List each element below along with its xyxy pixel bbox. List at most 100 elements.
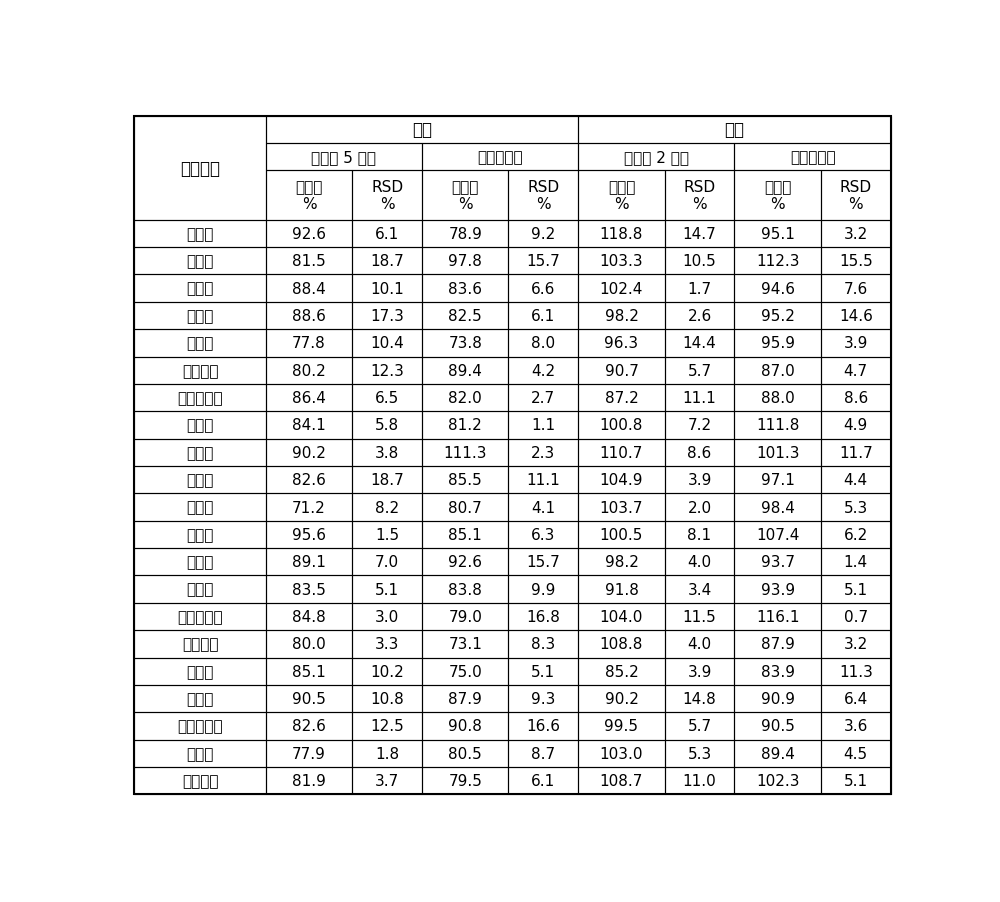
- Bar: [266, 248, 352, 275]
- Text: 84.1: 84.1: [292, 418, 326, 433]
- Text: 95.9: 95.9: [761, 336, 795, 351]
- Bar: [734, 767, 821, 795]
- Text: 实施例 5 方法: 实施例 5 方法: [311, 150, 376, 165]
- Text: 111.3: 111.3: [443, 446, 487, 460]
- Text: 7.2: 7.2: [687, 418, 712, 433]
- Text: 78.9: 78.9: [448, 226, 482, 242]
- Bar: [665, 302, 734, 330]
- Text: 辣椒: 辣椒: [412, 121, 432, 139]
- Text: 112.3: 112.3: [756, 254, 799, 269]
- Bar: [352, 658, 422, 686]
- Text: 烯圕醇: 烯圕醇: [186, 254, 214, 269]
- Text: 3.6: 3.6: [844, 719, 868, 733]
- Bar: [422, 548, 508, 575]
- Bar: [134, 330, 266, 357]
- Text: 4.2: 4.2: [531, 364, 555, 378]
- Text: 3.9: 3.9: [687, 664, 712, 679]
- Bar: [665, 248, 734, 275]
- Text: 8.7: 8.7: [531, 746, 555, 761]
- Text: 5.1: 5.1: [844, 773, 868, 788]
- Bar: [266, 144, 422, 171]
- Text: 97.8: 97.8: [448, 254, 482, 269]
- Text: 三圕醇: 三圕醇: [186, 418, 214, 433]
- Bar: [508, 248, 578, 275]
- Bar: [266, 116, 578, 144]
- Bar: [508, 493, 578, 521]
- Bar: [266, 302, 352, 330]
- Bar: [665, 357, 734, 384]
- Text: 2.6: 2.6: [687, 308, 712, 324]
- Bar: [352, 767, 422, 795]
- Bar: [665, 521, 734, 548]
- Bar: [665, 384, 734, 412]
- Bar: [422, 603, 508, 630]
- Text: 6.1: 6.1: [531, 773, 555, 788]
- Bar: [266, 275, 352, 302]
- Text: 103.0: 103.0: [600, 746, 643, 761]
- Text: 102.3: 102.3: [756, 773, 799, 788]
- Bar: [665, 713, 734, 740]
- Text: 10.1: 10.1: [370, 281, 404, 296]
- Bar: [266, 630, 352, 658]
- Text: 87.9: 87.9: [761, 637, 795, 651]
- Text: 6.6: 6.6: [531, 281, 556, 296]
- Bar: [352, 248, 422, 275]
- Text: RSD
%: RSD %: [527, 179, 559, 212]
- Text: 90.2: 90.2: [605, 691, 638, 706]
- Text: 83.6: 83.6: [448, 281, 482, 296]
- Text: 96.3: 96.3: [604, 336, 639, 351]
- Text: 1.8: 1.8: [375, 746, 399, 761]
- Bar: [266, 658, 352, 686]
- Bar: [508, 740, 578, 767]
- Text: 1.5: 1.5: [375, 528, 399, 542]
- Bar: [734, 686, 821, 713]
- Text: 11.0: 11.0: [683, 773, 716, 788]
- Bar: [665, 686, 734, 713]
- Text: 98.2: 98.2: [605, 555, 638, 569]
- Bar: [821, 220, 891, 248]
- Bar: [352, 521, 422, 548]
- Text: 90.2: 90.2: [292, 446, 326, 460]
- Bar: [134, 439, 266, 466]
- Bar: [422, 493, 508, 521]
- Text: 82.5: 82.5: [448, 308, 482, 324]
- Bar: [422, 740, 508, 767]
- Text: 9.2: 9.2: [531, 226, 555, 242]
- Text: 95.2: 95.2: [761, 308, 795, 324]
- Text: 2.0: 2.0: [687, 500, 712, 515]
- Text: 89.4: 89.4: [448, 364, 482, 378]
- Bar: [266, 548, 352, 575]
- Bar: [734, 439, 821, 466]
- Bar: [422, 466, 508, 493]
- Text: 3.7: 3.7: [375, 773, 399, 788]
- Bar: [134, 658, 266, 686]
- Bar: [734, 171, 821, 220]
- Bar: [352, 357, 422, 384]
- Bar: [352, 630, 422, 658]
- Text: 80.7: 80.7: [448, 500, 482, 515]
- Text: 4.1: 4.1: [531, 500, 555, 515]
- Bar: [508, 275, 578, 302]
- Text: 4.9: 4.9: [844, 418, 868, 433]
- Bar: [352, 412, 422, 439]
- Text: 3.2: 3.2: [844, 637, 868, 651]
- Bar: [821, 439, 891, 466]
- Text: 84.8: 84.8: [292, 609, 326, 624]
- Text: 2.3: 2.3: [531, 446, 555, 460]
- Bar: [422, 713, 508, 740]
- Bar: [665, 466, 734, 493]
- Text: 氟醜圕: 氟醜圕: [186, 664, 214, 679]
- Bar: [134, 466, 266, 493]
- Text: 7.6: 7.6: [844, 281, 868, 296]
- Bar: [266, 493, 352, 521]
- Bar: [266, 686, 352, 713]
- Bar: [734, 302, 821, 330]
- Bar: [734, 548, 821, 575]
- Bar: [422, 357, 508, 384]
- Bar: [821, 521, 891, 548]
- Text: 81.5: 81.5: [292, 254, 326, 269]
- Text: 88.0: 88.0: [761, 391, 795, 406]
- Text: RSD
%: RSD %: [683, 179, 716, 212]
- Bar: [134, 686, 266, 713]
- Bar: [134, 493, 266, 521]
